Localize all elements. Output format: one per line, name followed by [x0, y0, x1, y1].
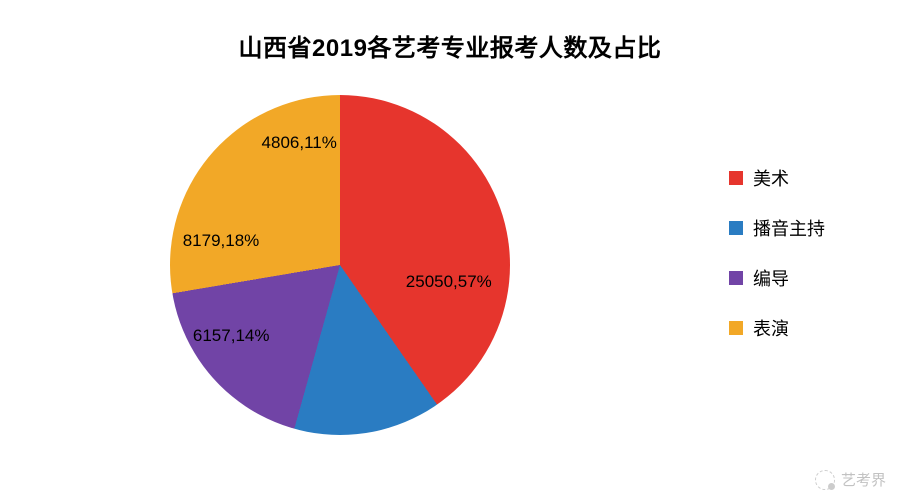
legend-item-performance: 表演 [729, 315, 825, 341]
legend-swatch-icon [729, 171, 743, 185]
legend-swatch-icon [729, 271, 743, 285]
legend: 美术 播音主持 编导 表演 [729, 165, 825, 341]
legend-item-broadcast: 播音主持 [729, 215, 825, 241]
legend-label: 播音主持 [753, 215, 825, 241]
legend-item-director: 编导 [729, 265, 825, 291]
slice-label-director: 8179,18% [183, 231, 260, 251]
legend-swatch-icon [729, 221, 743, 235]
legend-swatch-icon [729, 321, 743, 335]
chart-title: 山西省2019各艺考专业报考人数及占比 [0, 0, 900, 63]
slice-label-art: 25050,57% [406, 272, 492, 292]
pie-chart [170, 95, 510, 435]
slice-label-performance: 4806,11% [262, 133, 337, 153]
legend-label: 美术 [753, 165, 789, 191]
legend-label: 编导 [753, 265, 789, 291]
legend-label: 表演 [753, 315, 789, 341]
chart-container: 山西省2019各艺考专业报考人数及占比 25050,57% 6157,14% 8… [0, 0, 900, 500]
wechat-icon [815, 470, 835, 490]
slice-label-broadcast: 6157,14% [193, 326, 270, 346]
watermark-text: 艺考界 [841, 469, 886, 490]
watermark: 艺考界 [815, 469, 886, 490]
legend-item-art: 美术 [729, 165, 825, 191]
pie-wrap: 25050,57% 6157,14% 8179,18% 4806,11% [170, 95, 510, 435]
